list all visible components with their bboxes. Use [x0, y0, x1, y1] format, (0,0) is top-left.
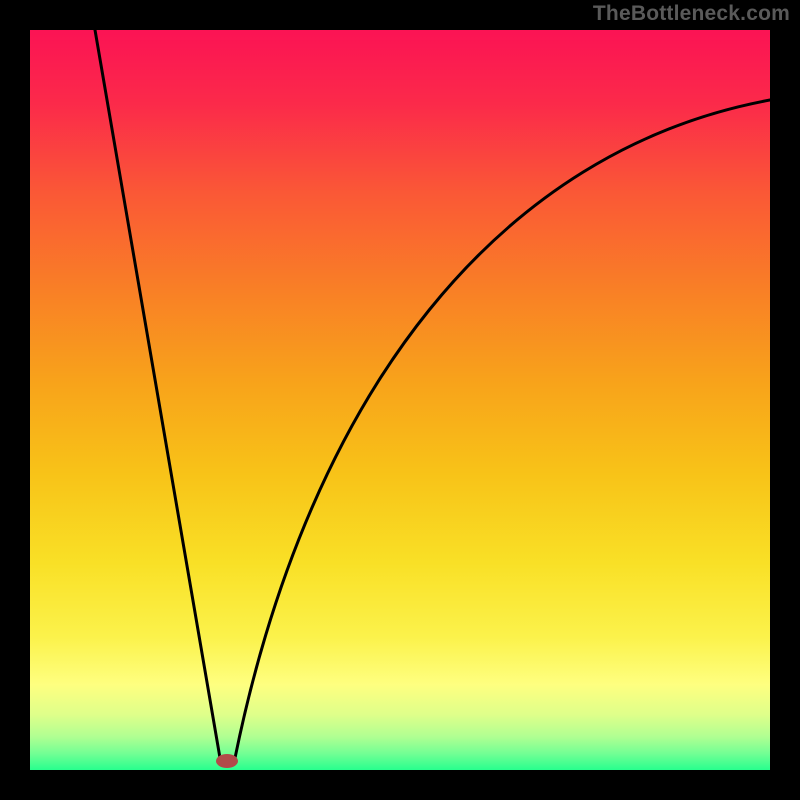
stage: TheBottleneck.com [0, 0, 800, 800]
minimum-marker [216, 754, 238, 768]
bottleneck-plot [30, 30, 770, 770]
gradient-background [30, 30, 770, 770]
watermark-text: TheBottleneck.com [593, 2, 790, 26]
